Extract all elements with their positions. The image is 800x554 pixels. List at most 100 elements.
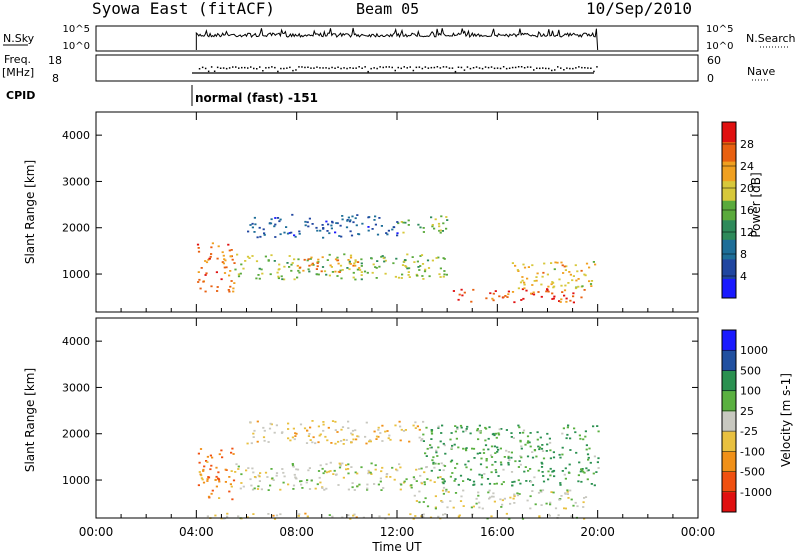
scatter-point <box>375 435 379 438</box>
scatter-point <box>247 467 250 469</box>
scatter-point <box>426 505 430 508</box>
scatter-point <box>369 471 372 474</box>
scatter-point <box>377 483 380 486</box>
scatter-point <box>540 504 543 506</box>
scatter-point <box>408 440 411 443</box>
scatter-point <box>538 515 541 518</box>
scatter-point <box>523 283 526 286</box>
scatter-point <box>540 466 544 468</box>
scatter-point <box>401 273 404 276</box>
nave-dot <box>370 67 372 70</box>
scatter-point <box>414 427 417 429</box>
scatter-point <box>328 274 331 277</box>
scatter-point <box>567 424 570 427</box>
scatter-point <box>522 431 525 434</box>
scatter-point <box>370 257 373 260</box>
scatter-point <box>333 469 336 472</box>
scatter-point <box>559 456 562 459</box>
scatter-point <box>422 231 425 233</box>
scatter-point <box>370 462 373 465</box>
nave-dot <box>346 67 348 70</box>
scatter-point <box>217 478 221 481</box>
scatter-point <box>578 434 581 437</box>
scatter-point <box>387 513 390 516</box>
scatter-point <box>450 432 453 434</box>
scatter-point <box>565 265 568 268</box>
scatter-point <box>370 473 373 475</box>
scatter-point <box>561 470 564 472</box>
scatter-point <box>330 227 333 230</box>
scatter-point <box>445 488 448 491</box>
scatter-point <box>286 232 290 235</box>
scatter-point <box>409 513 412 516</box>
scatter-point <box>232 290 235 293</box>
scatter-point <box>410 484 413 486</box>
scatter-point <box>590 285 593 287</box>
scatter-point <box>302 269 305 272</box>
x-tick-label: 20:00 <box>580 525 615 539</box>
scatter-point <box>571 279 574 282</box>
scatter-point <box>495 471 498 474</box>
scatter-point <box>239 487 242 490</box>
nave-dot <box>367 70 369 73</box>
scatter-point <box>477 491 480 494</box>
scatter-point <box>484 426 487 429</box>
scatter-point <box>375 267 378 269</box>
scatter-point <box>199 287 202 290</box>
scatter-point <box>547 470 550 473</box>
colorbar-tick-label: 28 <box>740 138 754 151</box>
scatter-point <box>516 492 519 495</box>
scatter-point <box>405 266 408 268</box>
scatter-point <box>210 464 213 467</box>
scatter-point <box>588 280 591 283</box>
scatter-point <box>425 466 428 468</box>
scatter-point <box>357 435 360 438</box>
scatter-point <box>349 230 352 233</box>
scatter-point <box>551 292 554 295</box>
scatter-point <box>234 471 237 473</box>
colorbar-swatch <box>722 410 736 432</box>
scatter-point <box>489 292 492 295</box>
scatter-point <box>230 451 233 454</box>
scatter-point <box>518 426 521 429</box>
scatter-point <box>443 270 446 272</box>
scatter-point <box>242 267 245 270</box>
scatter-point <box>535 455 538 458</box>
scatter-point <box>503 497 506 500</box>
nave-dot <box>307 66 309 68</box>
scatter-point <box>317 441 320 444</box>
scatter-point <box>504 295 507 297</box>
scatter-point <box>258 226 261 229</box>
scatter-point <box>539 489 542 492</box>
scatter-point <box>437 515 440 518</box>
scatter-point <box>347 420 350 423</box>
scatter-point <box>408 276 411 278</box>
scatter-point <box>240 482 243 484</box>
date-title: 10/Sep/2010 <box>586 0 692 18</box>
scatter-point <box>381 424 384 427</box>
scatter-point <box>537 469 540 472</box>
scatter-point <box>582 438 585 441</box>
scatter-point <box>197 281 200 283</box>
scatter-point <box>471 447 474 450</box>
scatter-point <box>526 455 530 458</box>
nave-dot <box>262 70 264 72</box>
scatter-point <box>349 263 352 265</box>
scatter-point <box>354 264 357 267</box>
scatter-point <box>381 255 384 257</box>
scatter-point <box>493 483 496 485</box>
scatter-point <box>256 440 259 443</box>
scatter-point <box>472 288 475 291</box>
scatter-point <box>277 275 280 278</box>
nave-dot <box>310 67 312 69</box>
scatter-point <box>437 425 440 428</box>
y-tick-label: 1000 <box>62 474 90 487</box>
scatter-point <box>249 421 252 424</box>
scatter-point <box>545 450 548 452</box>
scatter-point <box>402 430 406 432</box>
time-axis-label: Time UT <box>371 540 422 554</box>
scatter-point <box>309 439 312 441</box>
nave-dot <box>566 67 568 69</box>
freq-right-tick-bottom: 0 <box>707 72 714 85</box>
scatter-point <box>325 471 328 474</box>
